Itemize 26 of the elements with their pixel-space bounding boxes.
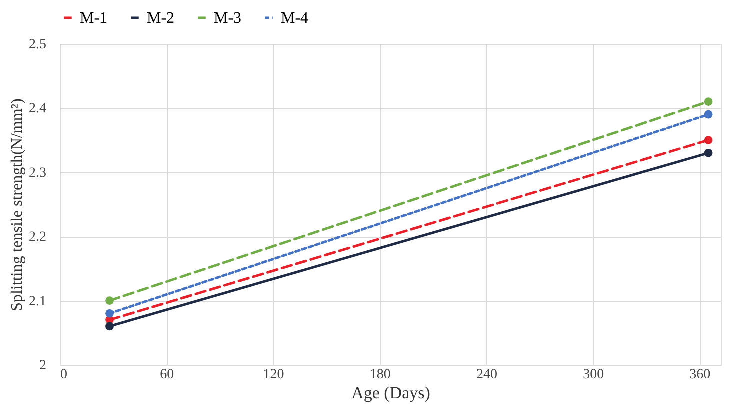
point: [106, 322, 114, 331]
legend-label: M-4: [281, 10, 309, 27]
y-axis-title: Splitting tensile strength(N/mm²): [9, 98, 26, 312]
x-tick-label: 180: [370, 368, 391, 382]
point: [704, 136, 713, 144]
legend-label: M-3: [214, 10, 242, 27]
point: [106, 309, 114, 318]
point: [704, 98, 713, 106]
point: [704, 110, 713, 119]
x-tick-label: 60: [160, 368, 174, 382]
y-tick-label: 2: [40, 358, 46, 374]
y-tick-label: 2.3: [29, 166, 46, 181]
x-tick-label: 240: [476, 368, 498, 382]
y-tick-label: 2.4: [29, 102, 46, 117]
x-tick-label: 120: [263, 368, 284, 382]
x-tick-label: 360: [690, 368, 711, 382]
y-tick-label: 2.2: [29, 230, 46, 246]
legend-label: M-1: [80, 10, 108, 27]
legend-label: M-2: [147, 10, 175, 27]
x-tick-label: 300: [583, 368, 604, 382]
y-tick-label: 2.1: [29, 294, 46, 310]
y-tick-label: 2.5: [29, 38, 46, 52]
x-axis-title: Age (Days): [352, 384, 430, 402]
x-tick-label: 0: [60, 368, 68, 382]
point: [704, 148, 713, 158]
point: [106, 296, 114, 305]
